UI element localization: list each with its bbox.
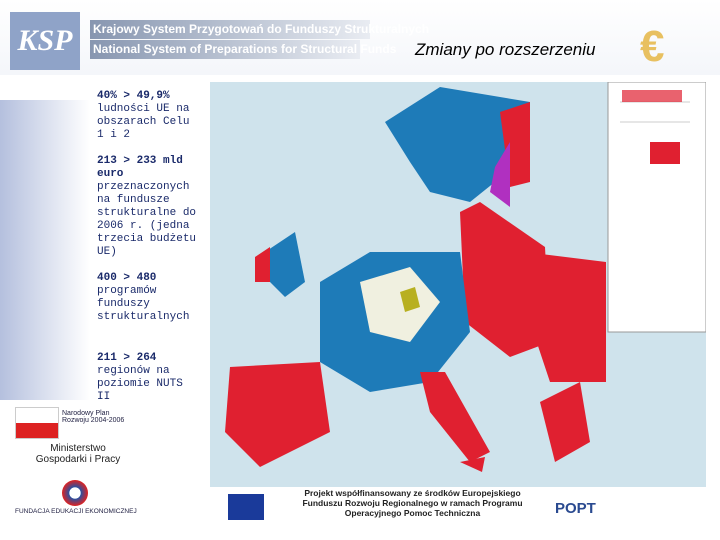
map-iberia bbox=[225, 362, 330, 467]
map-ireland bbox=[255, 247, 270, 282]
map-italy bbox=[420, 372, 490, 462]
inset-region bbox=[650, 142, 680, 164]
map-region bbox=[490, 142, 510, 207]
fact-text: regionów na poziomie NUTS II bbox=[97, 365, 183, 403]
fact-figure: 40% > 49,9% bbox=[97, 90, 170, 102]
header-subtitle: National System of Preparations for Stru… bbox=[93, 42, 397, 56]
map-new-members bbox=[460, 202, 550, 357]
map-greece bbox=[540, 382, 590, 462]
eu-stars-bg bbox=[0, 100, 90, 400]
map-east bbox=[525, 252, 606, 382]
footer-popt: POPT bbox=[555, 500, 596, 517]
fact-text: ludności UE na obszarach Celu 1 i 2 bbox=[97, 103, 190, 141]
logo: KSP bbox=[10, 12, 80, 70]
map-core bbox=[360, 267, 440, 342]
fact: 211 > 264 regionów na poziomie NUTS II bbox=[97, 352, 202, 404]
header-bar bbox=[90, 40, 360, 59]
inset-region bbox=[622, 90, 682, 102]
header-title: Krajowy System Przygotowań do Funduszy S… bbox=[93, 22, 430, 36]
fact-figure: 211 > 264 bbox=[97, 352, 157, 364]
fact: 400 > 480 programów funduszy strukturalny… bbox=[97, 272, 202, 324]
ministry-label: Ministerstwo Gospodarki i Pracy bbox=[35, 443, 121, 465]
foundation-logo bbox=[62, 480, 88, 506]
fact-text: programów funduszy strukturalnych bbox=[97, 285, 190, 323]
fact-text: przeznaczonych na fundusze strukturalne … bbox=[97, 181, 197, 258]
eu-map bbox=[210, 82, 706, 487]
eu-flag bbox=[228, 494, 264, 520]
fact-figure: 400 > 480 bbox=[97, 272, 157, 284]
slide-title: Zmiany po rozszerzeniu bbox=[415, 40, 596, 59]
map-insets bbox=[607, 82, 706, 333]
npr-flag bbox=[15, 407, 59, 439]
map-region bbox=[400, 287, 420, 312]
euro-sign: € bbox=[640, 22, 665, 71]
header-bar bbox=[90, 20, 370, 39]
map-uk bbox=[265, 232, 305, 297]
fact-figure: 213 > 233 mld euro bbox=[97, 155, 183, 180]
fact: 40% > 49,9% ludności UE na obszarach Celu… bbox=[97, 90, 202, 142]
map-sicily bbox=[460, 457, 485, 472]
fact: 213 > 233 mld euro przeznaczonych na fund… bbox=[97, 155, 202, 259]
npr-label: Narodowy Plan Rozwoju 2004-2006 bbox=[62, 410, 125, 424]
footer-project: Projekt współfinansowany ze środków Euro… bbox=[302, 488, 523, 518]
foundation-label: FUNDACJA EDUKACJI EKONOMICZNEJ bbox=[15, 508, 137, 515]
